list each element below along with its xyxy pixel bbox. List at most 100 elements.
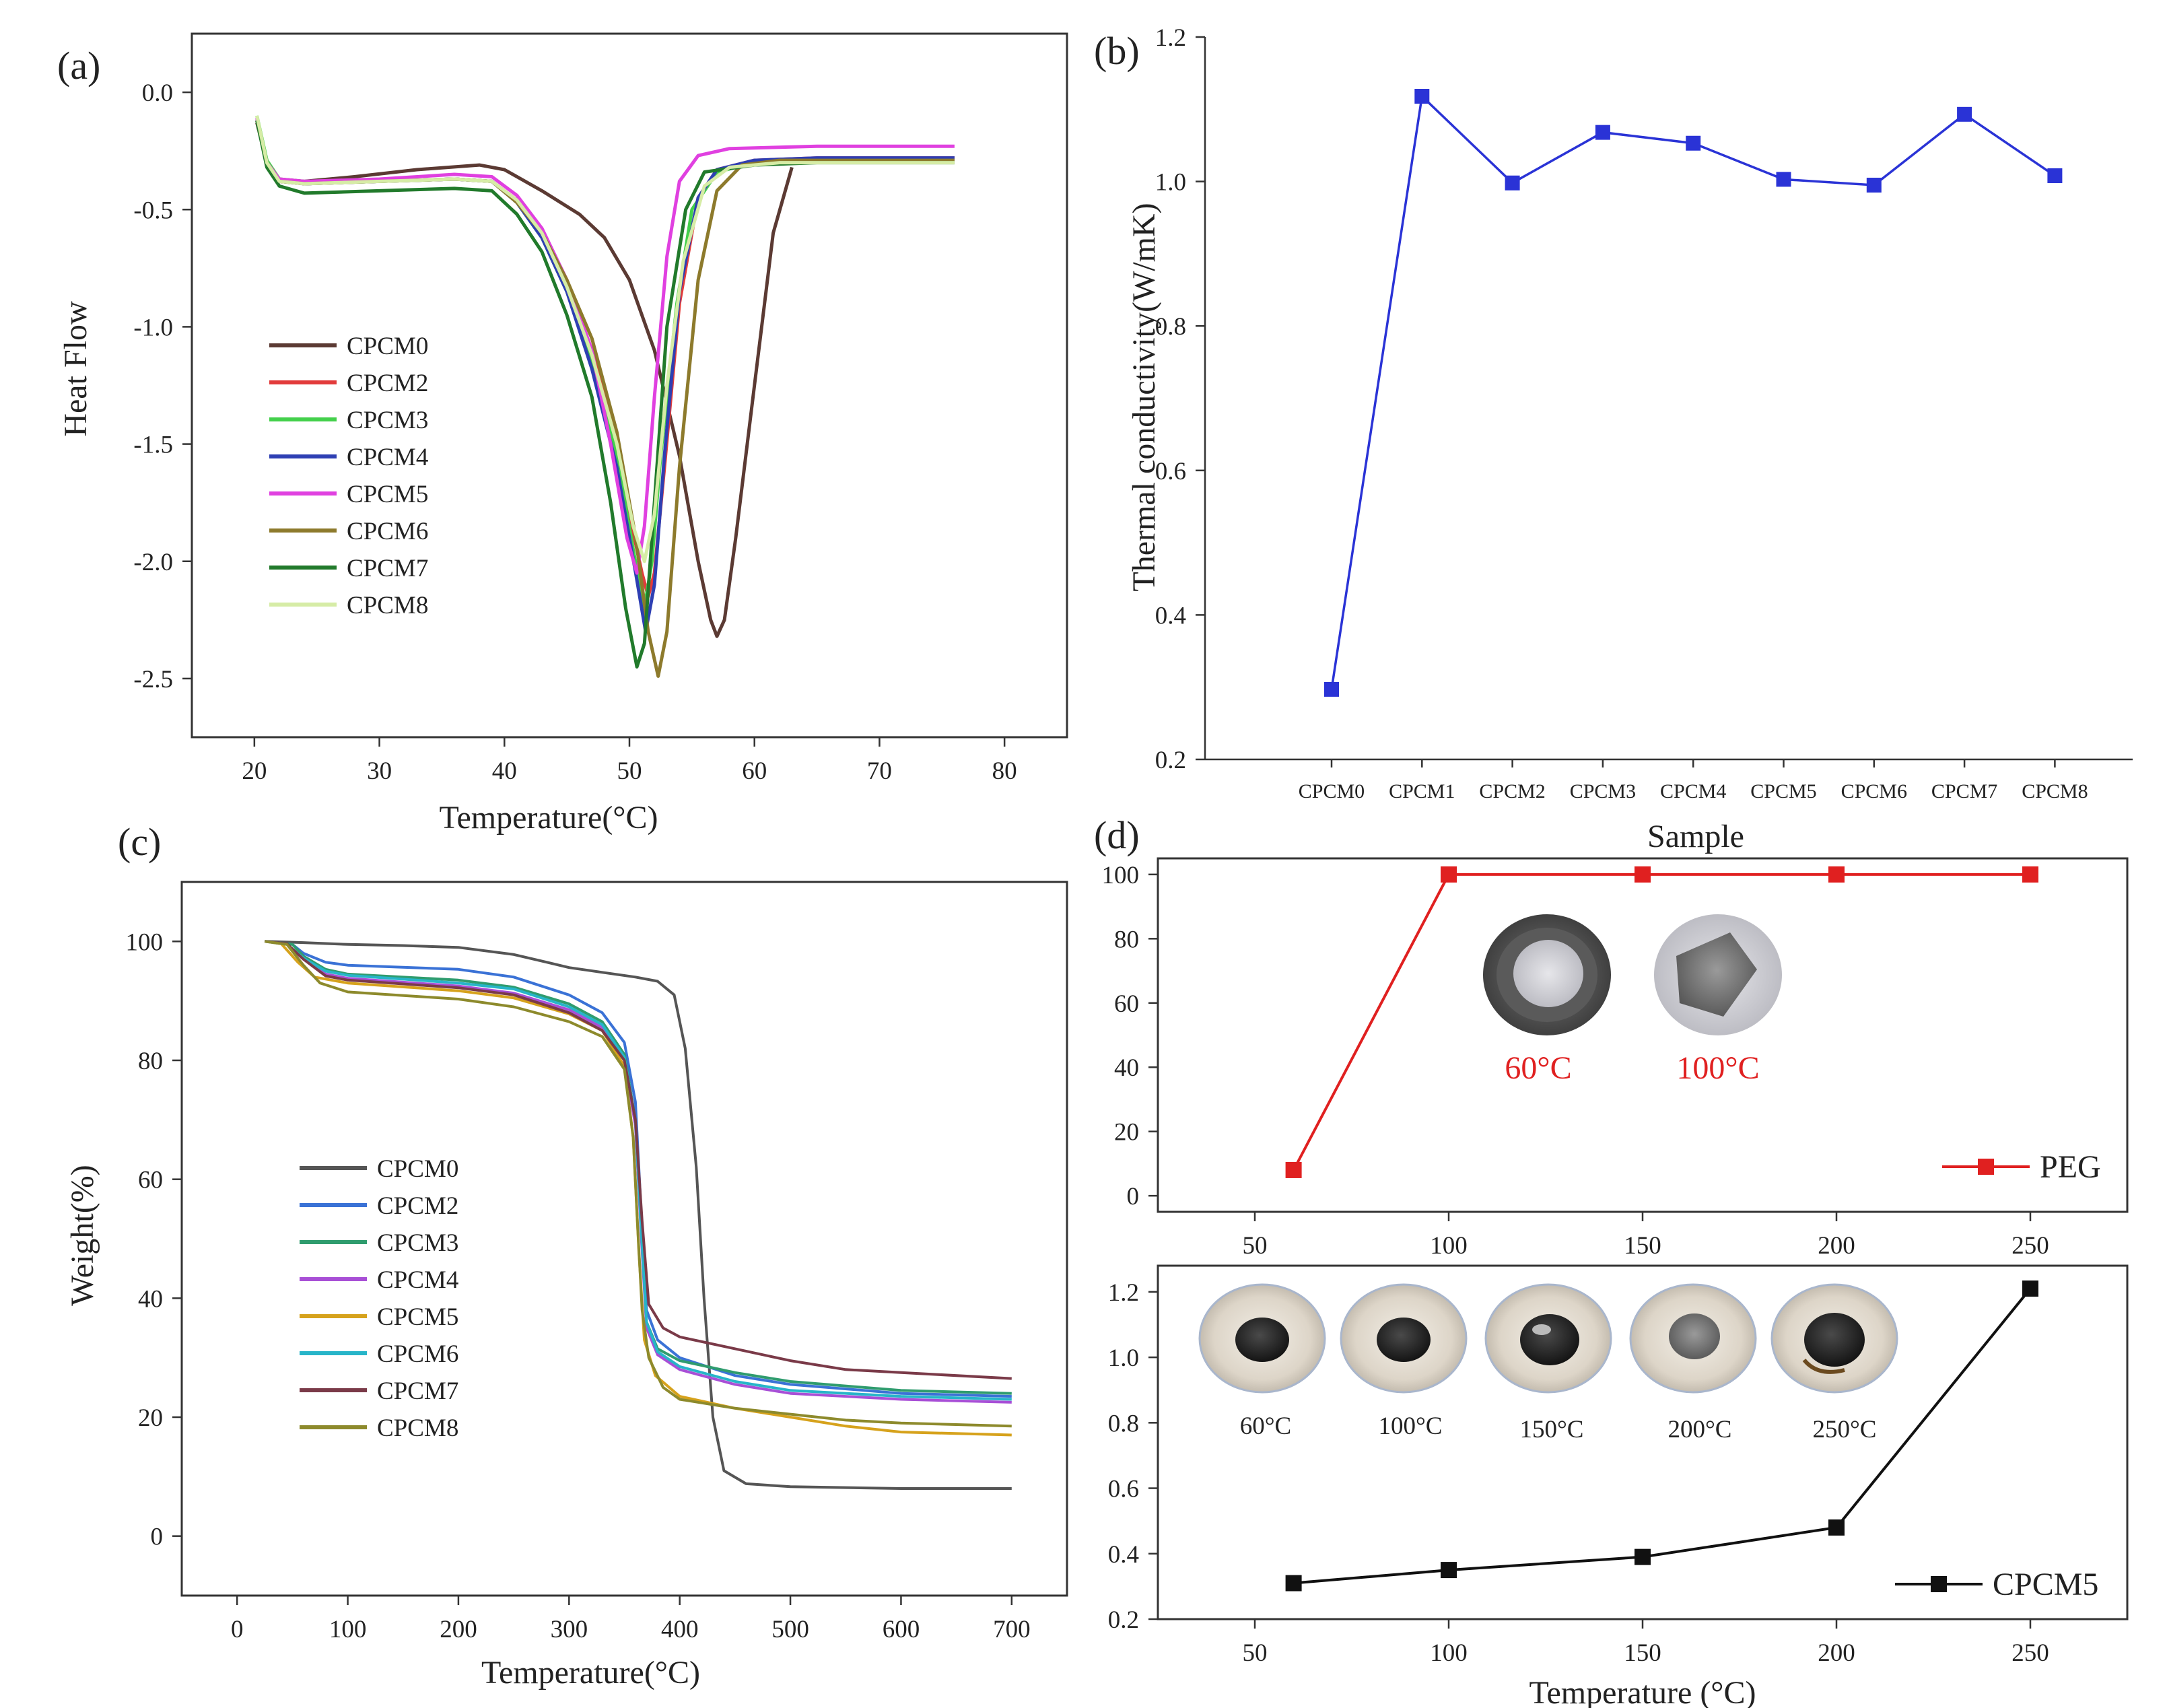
photo-label-cpcm5-100c: 100°C: [1379, 1412, 1443, 1440]
photo-label-peg-60c: 60°C: [1505, 1050, 1571, 1086]
chart-c-xtick-label: 500: [771, 1616, 809, 1643]
chart-c-xlabel: Temperature(°C): [481, 1655, 700, 1690]
chart-a-legend-label: CPCM2: [347, 370, 428, 397]
chart-b-point-cpcm1: [1414, 88, 1430, 104]
photo-cpcm5-60c: [1198, 1283, 1326, 1394]
chart-b-xtick-label: CPCM6: [1841, 780, 1907, 802]
chart-a-legend-label: CPCM7: [347, 555, 428, 582]
chart-a-legend-label: CPCM5: [347, 481, 428, 508]
chart-d-top-legend-marker: [1978, 1159, 1994, 1175]
chart-c-xtick-label: 100: [329, 1616, 367, 1643]
chart-b-xtick-label: CPCM3: [1570, 780, 1636, 802]
chart-d-top-xtick-label: 200: [1818, 1232, 1855, 1260]
chart-c-xtick-label: 300: [551, 1616, 588, 1643]
chart-a-series-cpcm0: [255, 122, 794, 638]
chart-c-legend-label: CPCM2: [377, 1192, 458, 1220]
panel-label-c: (c): [118, 820, 161, 864]
photo-cpcm5-250c: [1770, 1283, 1898, 1394]
chart-c-ytick-label: 0: [151, 1524, 164, 1551]
chart-c-legend-label: CPCM7: [377, 1377, 458, 1405]
chart-b-xtick-label: CPCM4: [1660, 780, 1726, 802]
photo-label-cpcm5-60c: 60°C: [1240, 1412, 1291, 1440]
chart-c-legend-label: CPCM0: [377, 1155, 458, 1183]
chart-d-bottom-ytick-label: 0.8: [1108, 1410, 1139, 1437]
chart-d-top-ytick-label: 80: [1114, 926, 1139, 953]
chart-d-top-xtick-label: 50: [1243, 1232, 1268, 1260]
chart-c-ytick-label: 20: [138, 1404, 163, 1432]
chart-b-point-cpcm2: [1505, 175, 1520, 191]
chart-c-xtick-label: 600: [883, 1616, 920, 1643]
chart-d-bottom-xtick-label: 150: [1624, 1639, 1661, 1667]
chart-b-ytick-label: 0.6: [1155, 458, 1186, 485]
chart-b-series-line: [1330, 94, 2056, 690]
chart-c-ytick-label: 80: [138, 1048, 163, 1075]
chart-b-xtick-label: CPCM0: [1299, 780, 1365, 802]
chart-d-bottom-point-250: [2022, 1280, 2038, 1297]
chart-c-xtick-label: 400: [661, 1616, 699, 1643]
chart-b-point-cpcm6: [1866, 177, 1882, 193]
chart-d-top-ytick-label: 0: [1127, 1183, 1140, 1210]
photo-cpcm5-200c: [1629, 1283, 1757, 1394]
chart-d-top-xtick-label: 250: [2011, 1232, 2049, 1260]
chart-d-top-ytick-label: 20: [1114, 1119, 1139, 1147]
photo-label-cpcm5-250c: 250°C: [1813, 1416, 1877, 1443]
photo-peg-100c: [1654, 914, 1782, 1035]
chart-a-xtick-label: 80: [992, 757, 1017, 785]
chart-a-ytick-label: 0.0: [142, 79, 173, 107]
chart-d-bottom-cpcm5: 50 100 150 200 250 0.2 0.4 0.6 0.8 1.0 1.2 CPCM5 Tem…: [1108, 1264, 2129, 1708]
chart-b-xtick-label: CPCM5: [1750, 780, 1816, 802]
chart-d-top-xtick-label: 150: [1624, 1232, 1661, 1260]
chart-b-ytick-label: 0.4: [1155, 602, 1186, 629]
chart-d-bottom-ytick-label: 0.4: [1108, 1541, 1139, 1569]
panel-label-d: (d): [1094, 813, 1140, 857]
chart-b-ylabel: Thermal conductivity(W/mK): [1126, 203, 1162, 591]
chart-b-point-cpcm5: [1776, 172, 1791, 187]
chart-c-legend-label: CPCM8: [377, 1414, 458, 1442]
chart-d-bottom-xtick-label: 50: [1243, 1639, 1268, 1667]
chart-a-legend-label: CPCM8: [347, 592, 428, 619]
chart-c-series-cpcm6: [265, 940, 1012, 1401]
photo-label-peg-100c: 100°C: [1676, 1050, 1759, 1086]
chart-c-xtick-label: 0: [231, 1616, 244, 1643]
chart-a-series-cpcm5: [255, 117, 955, 575]
chart-a-ytick-label: -1.5: [133, 432, 173, 459]
chart-b-point-cpcm8: [2047, 168, 2063, 184]
chart-c-ytick-label: 40: [138, 1285, 163, 1313]
chart-c-legend-label: CPCM5: [377, 1303, 458, 1331]
chart-a-xtick-label: 50: [617, 757, 642, 785]
chart-b-thermal-conductivity: 0.2 0.4 0.6 0.8 1.0 1.2 CPCM0 CPCM1 CPCM2 CPCM3 CP…: [1126, 24, 2133, 854]
panel-label-a: (a): [57, 44, 100, 88]
chart-d-top-ytick-label: 100: [1102, 862, 1140, 889]
chart-d-top-xtick-label: 100: [1430, 1232, 1468, 1260]
chart-d-top-peg: 50 100 150 200 250 0 20 40 60 80 100 PEG: [1102, 857, 2129, 1260]
chart-d-bottom-ytick-label: 0.2: [1108, 1606, 1139, 1634]
chart-d-top-point-150: [1635, 866, 1651, 883]
chart-b-xtick-label: CPCM8: [2022, 780, 2088, 802]
chart-a-heat-flow: 20 30 40 50 60 70 80 0.0 -0.5 -1.0 -1.5 -2.0 -2.5 CPC…: [58, 32, 1068, 835]
chart-b-ytick-label: 0.2: [1155, 747, 1186, 774]
chart-d-bottom-point-200: [1828, 1519, 1845, 1536]
chart-d-bottom-xtick-label: 100: [1430, 1639, 1468, 1667]
chart-b-ytick-label: 1.0: [1155, 169, 1186, 197]
chart-b-ytick-label: 0.8: [1155, 313, 1186, 341]
chart-a-ytick-label: -2.5: [133, 666, 173, 693]
photo-peg-60c: [1483, 914, 1611, 1035]
chart-c-series-cpcm8: [265, 940, 1012, 1428]
panel-label-b: (b): [1094, 29, 1140, 73]
chart-a-series-cpcm7: [255, 120, 955, 669]
chart-c-xtick-label: 700: [993, 1616, 1031, 1643]
chart-a-legend-label: CPCM0: [347, 333, 428, 360]
chart-d-top-point-100: [1441, 866, 1457, 883]
chart-a-xtick-label: 60: [742, 757, 767, 785]
chart-d-top-ytick-label: 60: [1114, 990, 1139, 1018]
chart-c-frame: [180, 881, 1068, 1597]
chart-b-point-cpcm7: [1957, 106, 1972, 122]
chart-a-ytick-label: -0.5: [133, 197, 173, 224]
chart-d-top-point-200: [1828, 866, 1845, 883]
photo-cpcm5-150c: [1484, 1283, 1612, 1394]
chart-c-legend-label: CPCM6: [377, 1340, 458, 1368]
chart-b-point-cpcm0: [1324, 681, 1339, 697]
chart-d-bottom-xtick-label: 250: [2011, 1639, 2049, 1667]
chart-d-bottom-ytick-label: 1.0: [1108, 1344, 1139, 1372]
